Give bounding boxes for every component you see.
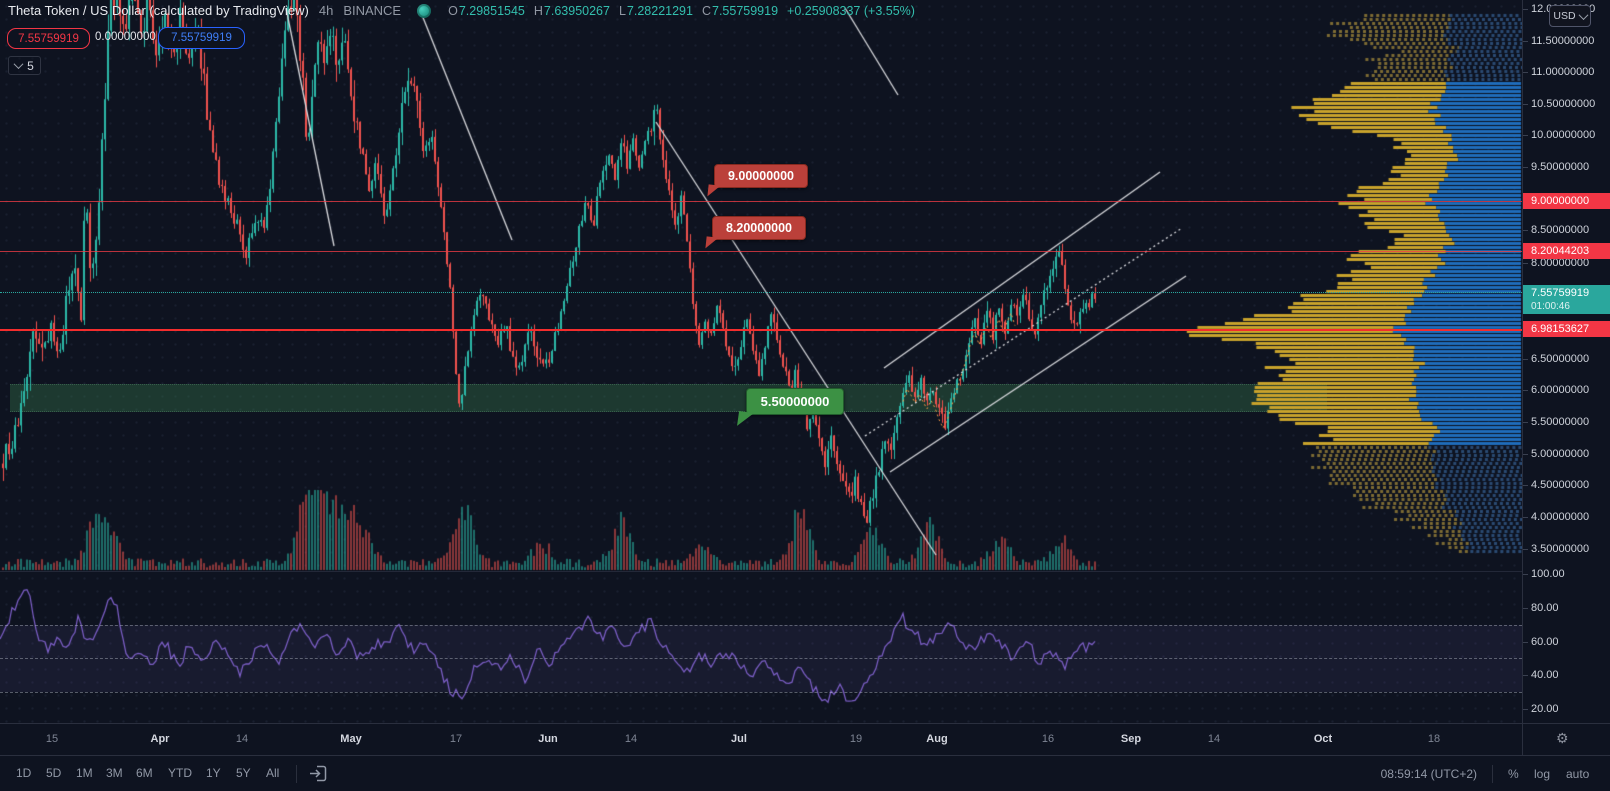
price-axis-label: 6.50000000 — [1523, 353, 1610, 365]
range-button-6m[interactable]: 6M — [136, 766, 153, 780]
price-callout-9[interactable]: 9.00000000 — [714, 164, 808, 188]
price-axis-label: 4.50000000 — [1523, 479, 1610, 491]
time-axis-label: Apr — [150, 733, 170, 745]
last-price-line — [0, 292, 1522, 293]
price-callout-5.5[interactable]: 5.50000000 — [746, 388, 844, 415]
order-price-box[interactable]: 7.55759919 — [158, 27, 245, 49]
indicator-legend-toggle[interactable]: 5 — [8, 56, 41, 75]
price-axis[interactable]: 12.0000000011.5000000011.0000000010.5000… — [1522, 0, 1610, 755]
range-button-1y[interactable]: 1Y — [206, 766, 221, 780]
time-axis-label: 14 — [1207, 733, 1221, 745]
rsi-guide-30 — [0, 692, 1522, 694]
rsi-axis-label: 60.00 — [1523, 636, 1610, 648]
range-button-1m[interactable]: 1M — [76, 766, 93, 780]
chevron-down-icon — [13, 59, 24, 70]
time-axis-label: 14 — [624, 733, 638, 745]
chevron-down-icon — [1578, 9, 1589, 20]
time-axis-label: 19 — [849, 733, 863, 745]
time-axis-label: Aug — [926, 733, 948, 745]
price-rsi-canvas — [0, 0, 1522, 723]
price-axis-label: 8.00000000 — [1523, 257, 1610, 269]
interval-label[interactable]: 4h — [318, 3, 334, 18]
change-value: +0.25908337 (+3.55%) — [787, 3, 915, 18]
ohlc-key: C — [701, 3, 711, 18]
alert-price-box[interactable]: 7.55759919 — [7, 28, 90, 49]
price-axis-label: 5.50000000 — [1523, 416, 1610, 428]
exchange-label[interactable]: BINANCE — [343, 3, 402, 18]
price-axis-label: 6.00000000 — [1523, 384, 1610, 396]
range-button-all[interactable]: All — [266, 766, 280, 780]
alert-line-9.00[interactable] — [0, 201, 1522, 202]
time-axis-label: 17 — [449, 733, 463, 745]
ohlc-key: H — [533, 3, 543, 18]
legend-value: 5 — [27, 58, 34, 73]
rsi-axis-label: 80.00 — [1523, 602, 1610, 614]
ohlc-value: 7.55759919 — [712, 3, 779, 18]
time-axis-label: Jun — [538, 733, 558, 745]
time-axis-label: 15 — [45, 733, 59, 745]
axis-badge-9: 9.00000000 — [1523, 193, 1610, 209]
go-to-date-icon[interactable] — [308, 764, 328, 786]
price-axis-label: 9.50000000 — [1523, 161, 1610, 173]
time-axis-label: Jul — [731, 733, 747, 745]
time-axis-label: 18 — [1427, 733, 1441, 745]
ohlc-key: O — [448, 3, 458, 18]
rsi-axis-label: 20.00 — [1523, 703, 1610, 715]
toolbar-divider — [1492, 765, 1493, 783]
range-button-5d[interactable]: 5D — [46, 766, 62, 780]
price-axis-label: 5.00000000 — [1523, 448, 1610, 460]
currency-toggle-button[interactable]: USD — [1549, 5, 1591, 27]
price-axis-label: 11.50000000 — [1523, 35, 1610, 47]
price-axis-label: 3.50000000 — [1523, 543, 1610, 555]
axis-badge-last-price: 7.55759919 01:00:46 — [1523, 285, 1610, 314]
key-level-line-6.98[interactable] — [0, 329, 1522, 331]
price-axis-label: 4.00000000 — [1523, 511, 1610, 523]
pane-divider[interactable] — [0, 571, 1522, 572]
alert-line-8.20[interactable] — [0, 251, 1522, 252]
symbol-header: Theta Token / US Dollar (calculated by T… — [8, 3, 915, 18]
range-button-1d[interactable]: 1D — [16, 766, 32, 780]
rsi-guide-50 — [0, 658, 1522, 660]
price-axis-label: 10.00000000 — [1523, 129, 1610, 141]
secondary-value-label: 0.00000000 — [95, 31, 156, 43]
time-axis-label: Sep — [1120, 733, 1142, 745]
price-callout-8.2[interactable]: 8.20000000 — [712, 216, 806, 240]
bar-countdown: 01:00:46 — [1531, 300, 1570, 312]
session-clock[interactable]: 08:59:14 (UTC+2) — [1380, 767, 1477, 781]
time-axis[interactable]: 15 Apr 14 May 17 Jun 14 Jul 19 Aug 16 Sep 14 Oct 18 ⚙ — [0, 723, 1610, 756]
range-button-ytd[interactable]: YTD — [168, 766, 192, 780]
rsi-axis-label: 40.00 — [1523, 669, 1610, 681]
price-axis-label: 8.50000000 — [1523, 224, 1610, 236]
time-axis-label: 14 — [235, 733, 249, 745]
rsi-axis-label: 100.00 — [1523, 568, 1610, 580]
axis-settings-gear-icon[interactable]: ⚙ — [1556, 730, 1569, 746]
toolbar-divider — [296, 765, 297, 783]
ohlc-key: L — [618, 3, 626, 18]
ohlc-value: 7.63950267 — [543, 3, 610, 18]
axis-badge-6.98: 6.98153627 — [1523, 321, 1610, 337]
ohlc-value: 7.29851545 — [458, 3, 525, 18]
symbol-title[interactable]: Theta Token / US Dollar (calculated by T… — [8, 3, 309, 18]
bottom-toolbar: 1D 5D 1M 3M 6M YTD 1Y 5Y All 08:59:14 (UTC+2) % … — [0, 755, 1610, 791]
price-axis-label: 10.50000000 — [1523, 98, 1610, 110]
ohlc-values: O 7.29851545 H 7.63950267 L 7.28221291 C 7.5575… — [439, 4, 778, 18]
range-button-5y[interactable]: 5Y — [236, 766, 251, 780]
range-button-3m[interactable]: 3M — [106, 766, 123, 780]
percent-scale-button[interactable]: % — [1508, 767, 1519, 781]
axis-badge-8.2004: 8.20044203 — [1523, 243, 1610, 259]
rsi-guide-70 — [0, 624, 1522, 626]
ohlc-value: 7.28221291 — [626, 3, 693, 18]
chart-plot-area[interactable]: 9.00000000 8.20000000 5.50000000 — [0, 0, 1522, 723]
auto-scale-button[interactable]: auto — [1566, 767, 1590, 781]
time-axis-label: 16 — [1041, 733, 1055, 745]
time-axis-label: Oct — [1313, 733, 1333, 745]
exchange-logo-icon — [417, 3, 432, 18]
log-scale-button[interactable]: log — [1534, 767, 1551, 781]
time-axis-label: May — [340, 733, 362, 745]
price-axis-label: 11.00000000 — [1523, 66, 1610, 78]
